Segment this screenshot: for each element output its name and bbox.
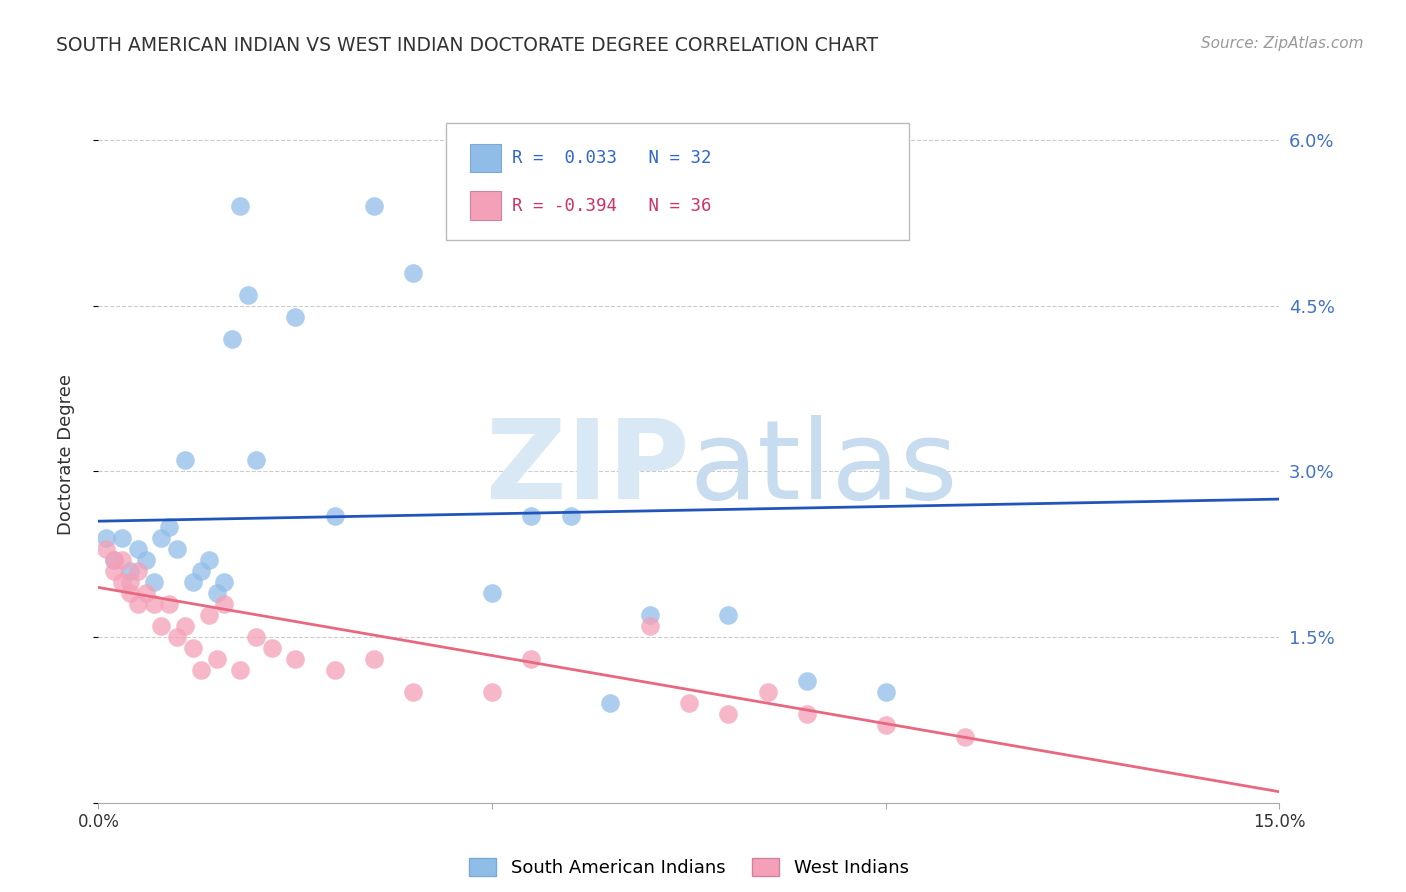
Point <box>323 508 346 523</box>
Point <box>190 663 212 677</box>
Point <box>181 641 204 656</box>
Point <box>363 652 385 666</box>
Point <box>260 641 283 656</box>
Point <box>638 608 661 623</box>
Point <box>638 619 661 633</box>
Point <box>481 586 503 600</box>
Text: R = -0.394   N = 36: R = -0.394 N = 36 <box>512 196 711 215</box>
Point <box>174 453 197 467</box>
Text: Source: ZipAtlas.com: Source: ZipAtlas.com <box>1201 36 1364 51</box>
Text: SOUTH AMERICAN INDIAN VS WEST INDIAN DOCTORATE DEGREE CORRELATION CHART: SOUTH AMERICAN INDIAN VS WEST INDIAN DOC… <box>56 36 879 54</box>
Point <box>157 597 180 611</box>
Y-axis label: Doctorate Degree: Doctorate Degree <box>56 375 75 535</box>
Point <box>875 718 897 732</box>
Point <box>157 519 180 533</box>
Point <box>103 553 125 567</box>
Point <box>118 564 141 578</box>
Text: R =  0.033   N = 32: R = 0.033 N = 32 <box>512 149 711 167</box>
Point <box>875 685 897 699</box>
Point <box>214 574 236 589</box>
Point <box>174 619 197 633</box>
Point <box>236 287 259 301</box>
Point <box>221 332 243 346</box>
Point <box>953 730 976 744</box>
Point <box>717 608 740 623</box>
Point <box>717 707 740 722</box>
Point <box>127 541 149 556</box>
Point <box>103 553 125 567</box>
Point <box>142 574 165 589</box>
Point <box>245 453 267 467</box>
Point <box>142 597 165 611</box>
Point <box>150 531 173 545</box>
Point <box>599 697 621 711</box>
Text: atlas: atlas <box>689 416 957 523</box>
Point <box>190 564 212 578</box>
Point <box>197 553 219 567</box>
Point <box>520 508 543 523</box>
Point <box>481 685 503 699</box>
Point <box>284 310 307 324</box>
Point <box>127 564 149 578</box>
Point <box>111 574 134 589</box>
Point <box>205 586 228 600</box>
Point <box>796 674 818 689</box>
Point <box>560 508 582 523</box>
Point <box>796 707 818 722</box>
Point <box>118 586 141 600</box>
Point <box>756 685 779 699</box>
Point <box>127 597 149 611</box>
Point <box>166 541 188 556</box>
Point <box>166 630 188 644</box>
Text: ZIP: ZIP <box>485 416 689 523</box>
Point <box>205 652 228 666</box>
Point <box>284 652 307 666</box>
Point <box>103 564 125 578</box>
Point <box>150 619 173 633</box>
Point <box>402 266 425 280</box>
Point <box>678 697 700 711</box>
Point <box>245 630 267 644</box>
Legend: South American Indians, West Indians: South American Indians, West Indians <box>461 850 917 884</box>
Point <box>520 652 543 666</box>
Point <box>229 199 252 213</box>
Point <box>96 541 118 556</box>
Point <box>96 531 118 545</box>
Point <box>118 574 141 589</box>
Point <box>229 663 252 677</box>
Point <box>111 531 134 545</box>
Point <box>363 199 385 213</box>
Point <box>111 553 134 567</box>
Point <box>135 586 157 600</box>
Point <box>214 597 236 611</box>
Point <box>323 663 346 677</box>
Point <box>402 685 425 699</box>
Point <box>135 553 157 567</box>
Point <box>181 574 204 589</box>
Point <box>197 608 219 623</box>
